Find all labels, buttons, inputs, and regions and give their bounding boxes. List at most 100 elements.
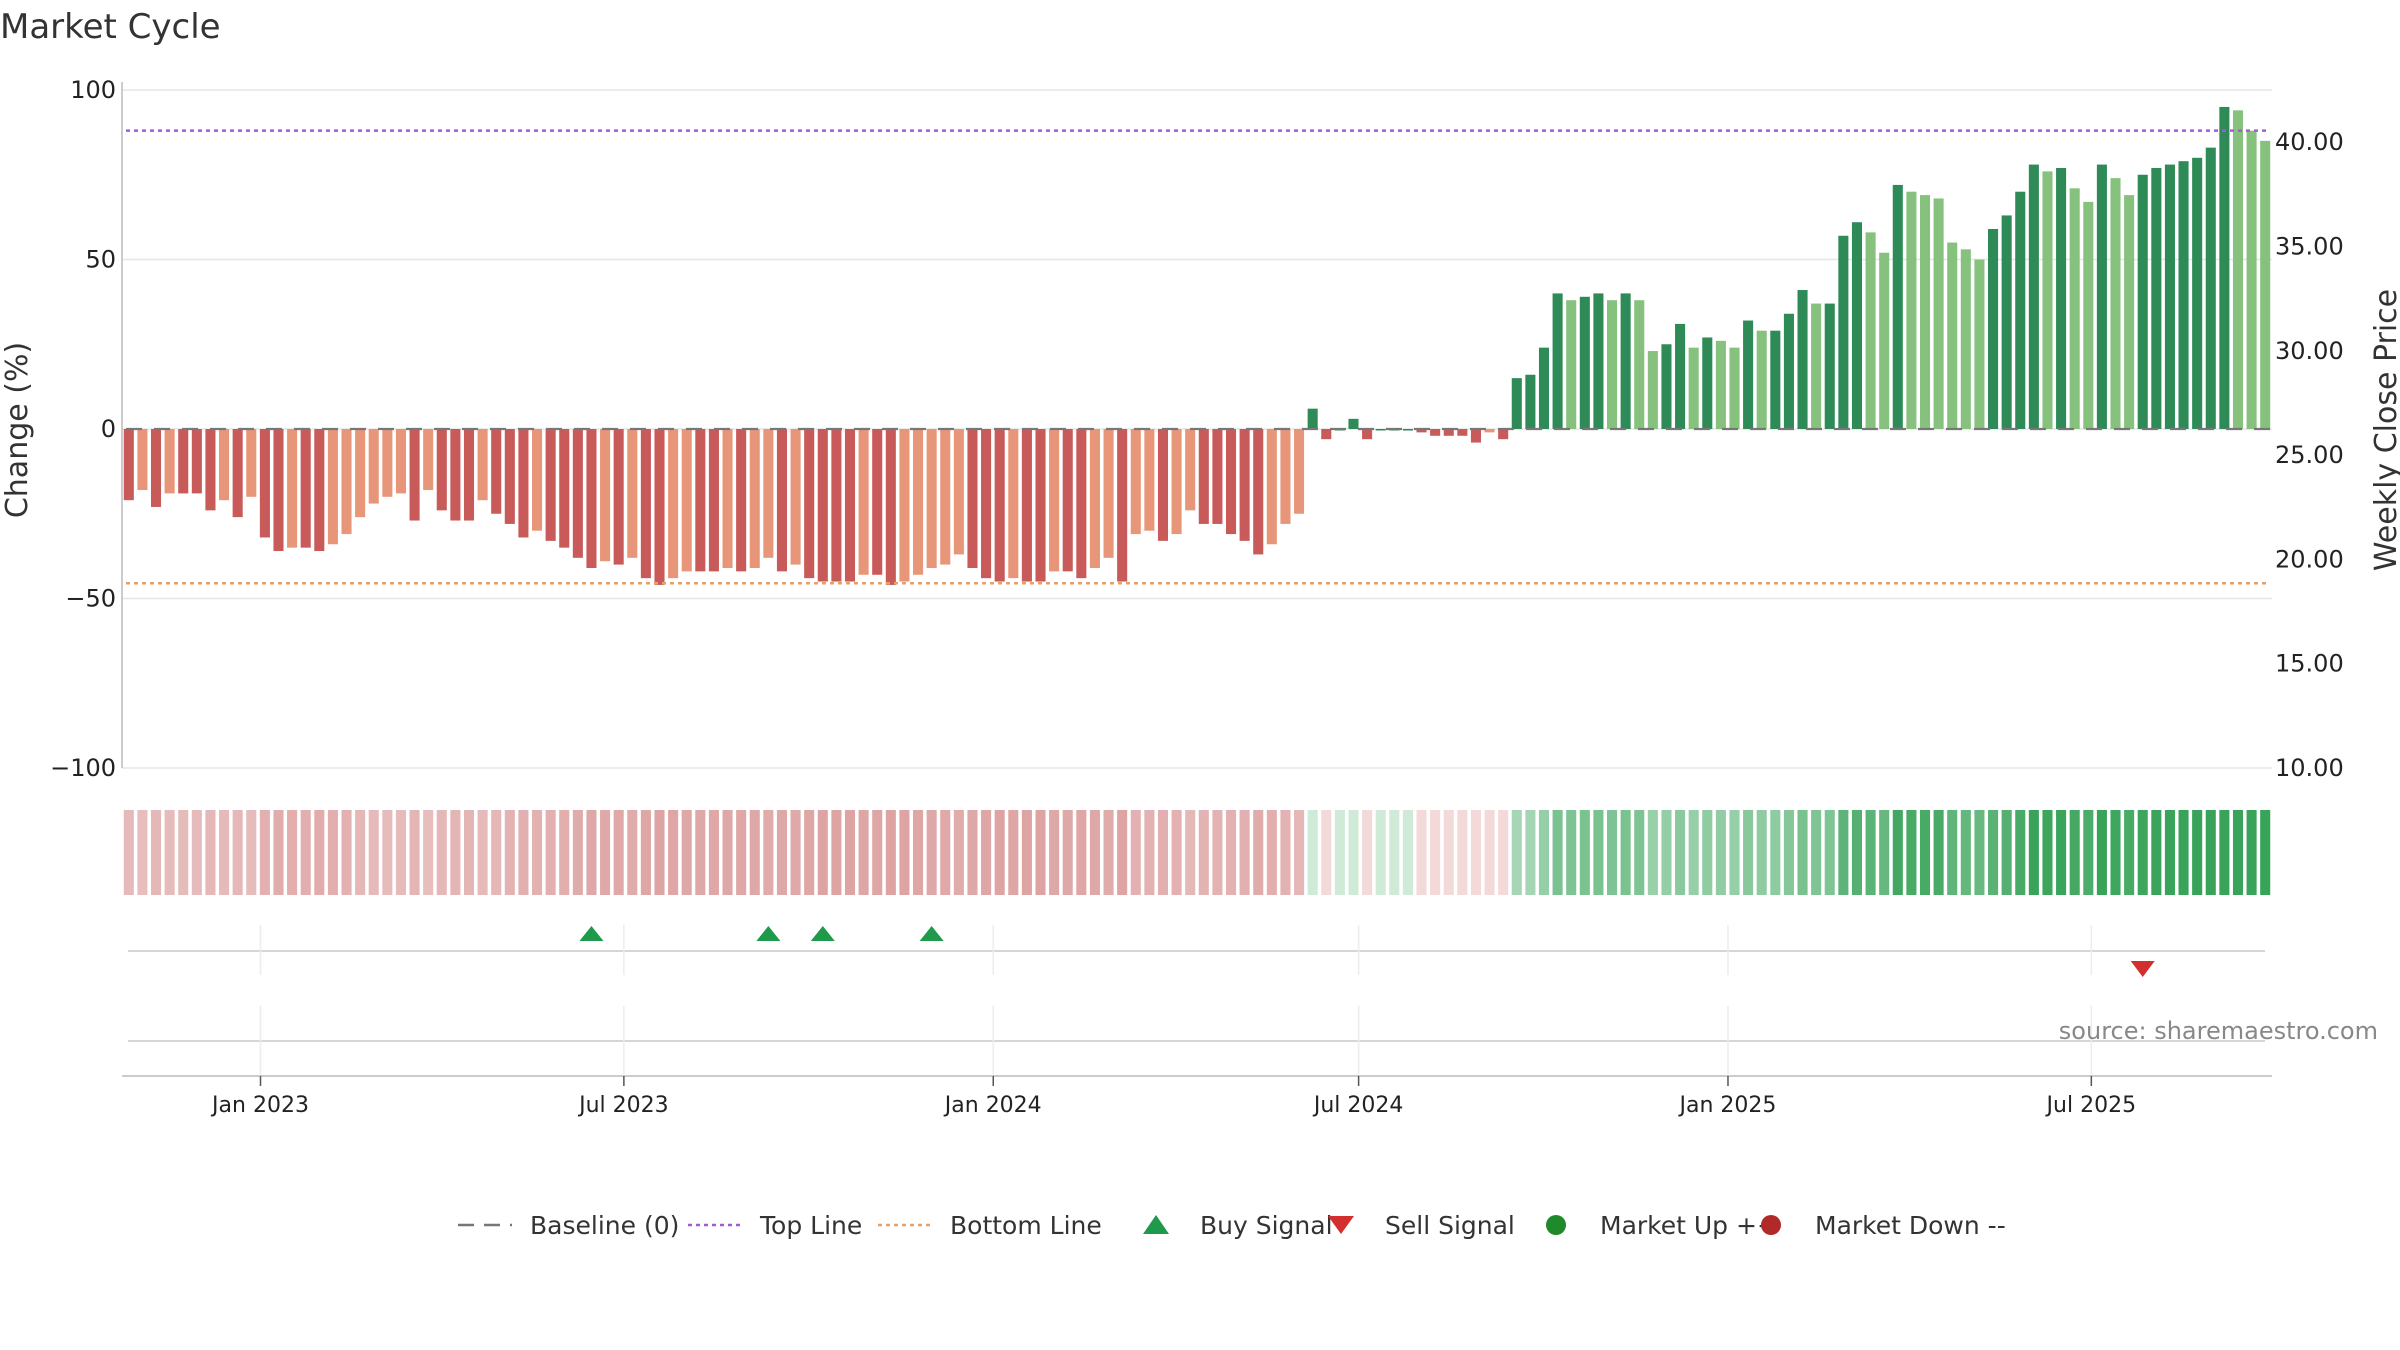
change-bar — [150, 429, 162, 507]
market-state-cell — [1157, 810, 1169, 895]
market-state-cell — [1049, 810, 1060, 895]
change-bar — [1933, 198, 1944, 429]
market-state-cell — [2137, 810, 2148, 895]
market-state-cell — [327, 810, 338, 895]
change-bar — [1552, 293, 1563, 429]
change-bar — [722, 429, 733, 568]
change-bar — [1402, 429, 1413, 431]
market-state-cell — [191, 810, 202, 895]
change-bar — [1198, 429, 1209, 524]
buy-signal-marker — [919, 926, 944, 941]
market-state-cell — [504, 810, 515, 895]
change-bar — [708, 429, 719, 572]
change-bar — [1715, 340, 1726, 429]
change-bar — [1225, 429, 1237, 535]
triangle-up-icon — [1143, 1215, 1169, 1234]
change-bar — [409, 429, 420, 521]
y-axis-label-right: Weekly Close Price — [2369, 289, 2400, 571]
change-bar — [1661, 344, 1672, 429]
change-bar — [436, 429, 447, 511]
market-state-cell — [1770, 810, 1781, 895]
change-bar — [2232, 110, 2244, 429]
y-tick-label-right: 20.00 — [2275, 545, 2344, 573]
market-state-cell — [300, 810, 311, 895]
market-state-cell — [1661, 810, 1672, 895]
market-state-cell — [2124, 810, 2135, 895]
change-bar — [1620, 293, 1631, 429]
market-state-cell — [409, 810, 420, 895]
y-tick-label-right: 25.00 — [2275, 441, 2344, 469]
market-state-cell — [423, 810, 434, 895]
market-state-cell — [1402, 810, 1413, 895]
market-state-cell — [817, 810, 828, 895]
market-state-cell — [1062, 810, 1073, 895]
change-bar — [137, 429, 148, 491]
change-bar — [872, 429, 883, 575]
market-state-cell — [1185, 810, 1196, 895]
market-state-cell — [2056, 810, 2067, 895]
legend-item: Sell Signal — [1328, 1211, 1515, 1240]
x-tick-label: Jul 2023 — [577, 1093, 669, 1118]
market-state-cell — [1266, 810, 1277, 895]
change-bar — [1702, 337, 1713, 429]
change-bar — [2096, 164, 2107, 429]
change-bar — [219, 429, 230, 501]
change-bar — [1144, 429, 1155, 531]
change-bar — [1906, 191, 1917, 429]
change-bar — [1280, 429, 1291, 524]
market-state-cell — [1743, 810, 1754, 895]
change-bar — [1076, 429, 1087, 579]
market-state-cell — [2164, 810, 2175, 895]
change-bar — [1008, 429, 1019, 579]
change-bar — [994, 429, 1005, 582]
market-state-cell — [450, 810, 461, 895]
change-bar — [395, 429, 406, 494]
market-state-cell — [1280, 810, 1291, 895]
market-state-cell — [885, 810, 896, 895]
market-state-cell — [1702, 810, 1713, 895]
left-y-axis: 100 50 0 −50 −100 — [50, 76, 123, 782]
legend-item: Market Down -- — [1761, 1211, 2006, 1240]
market-state-cell — [1811, 810, 1822, 895]
market-state-cell — [1389, 810, 1400, 895]
change-bar — [1294, 429, 1305, 514]
market-state-cell — [844, 810, 856, 895]
change-bar — [1647, 351, 1658, 429]
market-state-cell — [1593, 810, 1604, 895]
change-bar — [518, 429, 529, 538]
change-bar — [899, 429, 910, 582]
change-bar — [2192, 157, 2203, 430]
change-bar — [831, 429, 842, 582]
change-bar — [2001, 215, 2012, 429]
change-bar — [1783, 313, 1794, 429]
change-bar — [1688, 347, 1699, 429]
legend: Baseline (0) Top Line Bottom Line Buy Signa… — [458, 1211, 2006, 1240]
y-tick-label-left: 0 — [101, 415, 116, 443]
change-bar — [1511, 378, 1522, 429]
market-state-cell — [981, 810, 992, 895]
market-state-cell — [2015, 810, 2026, 895]
market-state-cell — [654, 810, 665, 895]
market-state-cell — [246, 810, 257, 895]
market-state-cell — [1688, 810, 1699, 895]
y-tick-label-left: 100 — [70, 76, 116, 104]
change-bar — [613, 429, 624, 565]
change-bar — [1729, 347, 1740, 429]
market-state-cell — [722, 810, 733, 895]
change-bar — [2260, 140, 2271, 429]
legend-item: Bottom Line — [878, 1211, 1102, 1240]
change-bar — [477, 429, 488, 501]
market-state-cell — [1334, 810, 1345, 895]
market-state-cell — [123, 810, 134, 895]
market-state-cell — [1838, 810, 1849, 895]
change-bar — [1130, 429, 1141, 535]
market-state-cell — [613, 810, 624, 895]
change-bar — [1919, 195, 1931, 429]
market-state-cell — [2178, 810, 2189, 895]
legend-item: Buy Signal — [1143, 1211, 1333, 1240]
change-bar — [763, 429, 774, 558]
legend-item: Market Up ++ — [1546, 1211, 1778, 1240]
market-state-cell — [477, 810, 488, 895]
change-bar — [1117, 429, 1128, 582]
change-bar — [1443, 429, 1454, 436]
